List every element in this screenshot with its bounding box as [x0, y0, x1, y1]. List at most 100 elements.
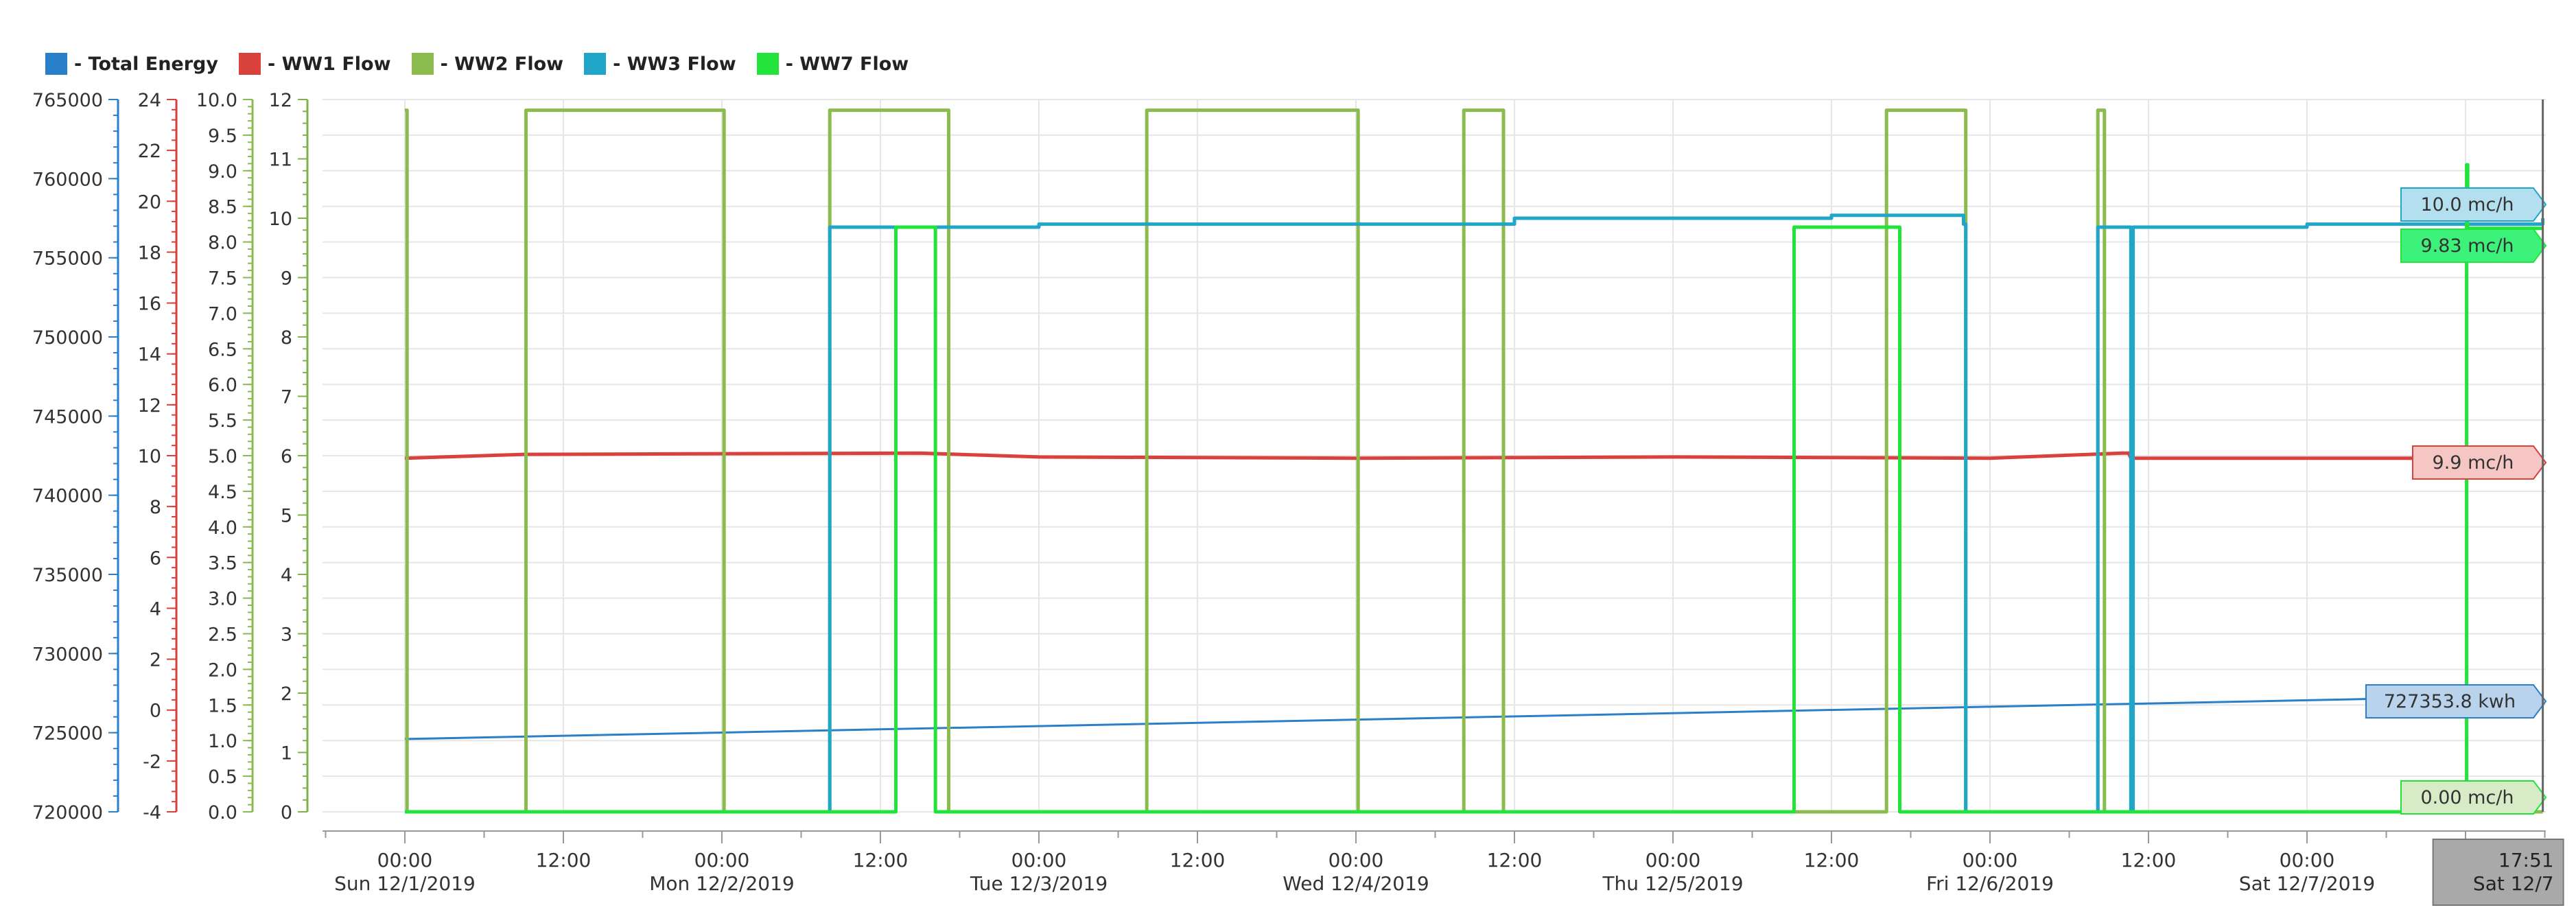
x-tick-hour: 00:00 [1011, 849, 1067, 872]
legend-item[interactable]: - WW2 Flow [411, 53, 564, 75]
y-tick-label: 760000 [32, 169, 103, 190]
y-tick-label: 4 [281, 565, 292, 586]
legend-label: - WW2 Flow [440, 53, 564, 75]
x-tick-date: Sun 12/1/2019 [334, 872, 476, 895]
value-tag-text: 9.9 mc/h [2433, 452, 2514, 474]
gridlines [323, 99, 2546, 813]
y-axis-energy: 720000 725000 730000 735000 740000 745000 7500… [32, 90, 119, 823]
value-tag-box [2400, 229, 2547, 263]
y-tick-label: 10 [138, 446, 161, 467]
value-tag-text: 727353.8 kwh [2384, 691, 2516, 712]
y-tick-label: 7 [281, 387, 292, 408]
x-tick-hour: 12:00 [1487, 849, 1543, 872]
y-tick-label: 8.5 [208, 197, 237, 218]
y-tick-label: 0 [281, 802, 292, 823]
y-tick-label: 20 [138, 191, 161, 213]
legend-swatch [239, 53, 261, 75]
y-tick-label: 8 [150, 497, 161, 518]
x-tick-hour: 12:00 [853, 849, 909, 872]
value-tag-box [2412, 445, 2547, 480]
y-tick-label: 1.5 [208, 695, 237, 716]
y-tick-label: 22 [138, 141, 161, 162]
y-tick-label: 5.0 [208, 446, 237, 467]
series-line-0 [404, 694, 2543, 740]
y-tick-label: 7.5 [208, 268, 237, 290]
y-tick-label: 8 [281, 327, 292, 349]
y-tick-label: 7.0 [208, 303, 237, 325]
y-tick-label: 3.0 [208, 589, 237, 610]
legend-swatch [584, 53, 607, 75]
y-tick-label: 735000 [32, 565, 103, 586]
cursor-label-box [2432, 839, 2564, 906]
y-tick-label: 2.5 [208, 624, 237, 646]
cursor-time: 17:51 [2498, 849, 2554, 872]
y-tick-label: 2 [150, 650, 161, 671]
legend-label: - WW7 Flow [785, 53, 909, 75]
y-tick-label: 6 [281, 446, 292, 467]
cursor-date: Sat 12/7 [2473, 872, 2554, 895]
legend-item[interactable]: - Total Energy [45, 53, 218, 75]
series-line-3 [405, 213, 2545, 814]
y-tick-label: 4.5 [208, 482, 237, 503]
legend-item[interactable]: - WW3 Flow [584, 53, 736, 75]
x-tick-date: Wed 12/4/2019 [1283, 872, 1429, 895]
legend-swatch [756, 53, 779, 75]
value-tag: 0.00 mc/h [2400, 780, 2547, 815]
legend-label: - WW3 Flow [613, 53, 736, 75]
y-tick-label: 750000 [32, 327, 103, 349]
legend-swatch [45, 53, 67, 75]
value-tag: 9.9 mc/h [2412, 445, 2547, 480]
y-tick-label: 0.0 [208, 802, 237, 823]
legend-item[interactable]: - WW1 Flow [239, 53, 391, 75]
value-tag: 9.83 mc/h [2400, 229, 2547, 263]
x-tick-hour: 00:00 [1963, 849, 2018, 872]
legend-label: - WW1 Flow [268, 53, 391, 75]
y-tick-label: -2 [143, 751, 161, 773]
y-axis-ww2: 0.0 0.5 1.0 1.5 2.0 2.5 3.0 3.5 4.0 4.5 5.0 5.5 6.0 6… [196, 90, 254, 823]
y-tick-label: 5 [281, 506, 292, 527]
y-tick-label: 3 [281, 624, 292, 646]
x-tick-date: Fri 12/6/2019 [1926, 872, 2054, 895]
x-tick-hour: 00:00 [377, 849, 433, 872]
value-tag-box [2400, 780, 2547, 815]
y-tick-label: 730000 [32, 644, 103, 665]
value-tag: 727353.8 kwh [2365, 684, 2547, 718]
y-tick-label: 4.0 [208, 517, 237, 539]
value-tag-text: 10.0 mc/h [2420, 194, 2514, 215]
legend-label: - Total Energy [74, 53, 218, 75]
y-tick-label: 3.5 [208, 553, 237, 574]
x-tick-hour: 00:00 [1328, 849, 1384, 872]
legend: - Total Energy - WW1 Flow - WW2 Flow - WW3 … [45, 48, 909, 80]
value-tag-text: 0.00 mc/h [2420, 787, 2514, 808]
legend-item[interactable]: - WW7 Flow [756, 53, 909, 75]
y-tick-label: 24 [138, 90, 161, 111]
y-tick-label: 755000 [32, 248, 103, 270]
y-tick-label: 6 [150, 548, 161, 569]
y-tick-label: 6.5 [208, 339, 237, 360]
y-tick-label: 10 [269, 209, 292, 230]
x-tick-hour: 00:00 [694, 849, 750, 872]
x-tick-hour: 12:00 [2121, 849, 2177, 872]
legend-swatch [411, 53, 434, 75]
y-tick-label: 11 [269, 150, 292, 171]
y-tick-label: 4 [150, 598, 161, 620]
y-tick-label: 12 [138, 395, 161, 417]
x-tick-hour: 00:00 [2280, 849, 2335, 872]
y-tick-label: 6.0 [208, 375, 237, 396]
y-tick-label: 2 [281, 684, 292, 705]
y-tick-label: 720000 [32, 802, 103, 823]
y-tick-label: 745000 [32, 406, 103, 428]
x-tick-date: Sat 12/7/2019 [2239, 872, 2375, 895]
series-line-4 [405, 163, 2543, 814]
y-tick-label: 9 [281, 268, 292, 290]
y-tick-label: 2.0 [208, 659, 237, 681]
x-tick-hour: 12:00 [1170, 849, 1226, 872]
value-tag: 10.0 mc/h [2400, 187, 2547, 222]
y-tick-label: 0 [150, 701, 161, 722]
y-tick-label: 1 [281, 743, 292, 764]
y-tick-label: 765000 [32, 90, 103, 111]
